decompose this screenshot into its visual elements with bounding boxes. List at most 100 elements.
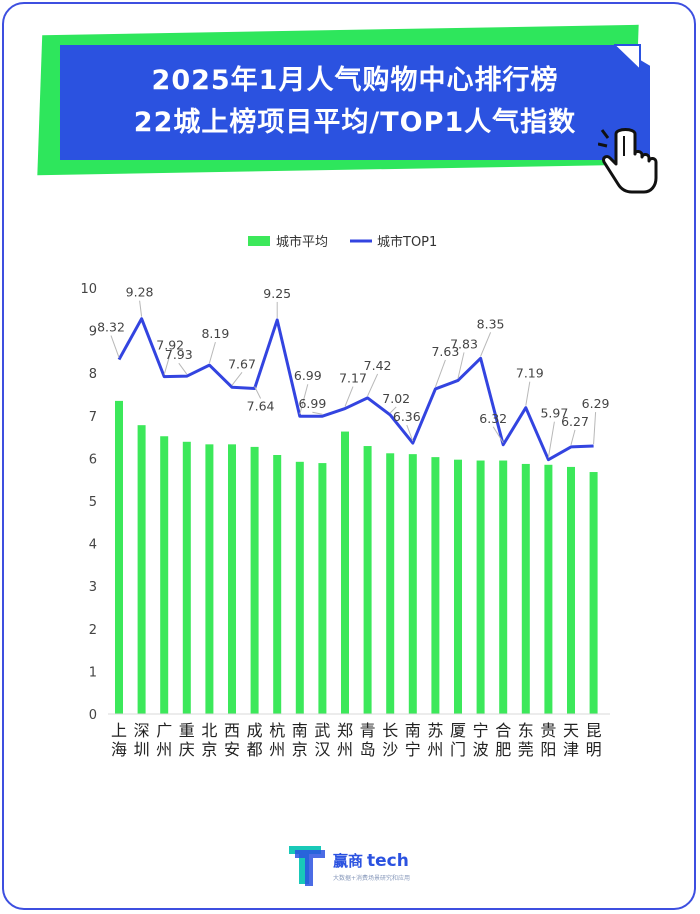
data-label: 7.63 (431, 344, 459, 359)
x-tick-label: 宁 (405, 740, 421, 759)
y-tick-label: 3 (89, 580, 97, 595)
bar (544, 464, 553, 714)
bar (341, 431, 349, 714)
x-tick-label: 贵 (540, 721, 556, 740)
bar (408, 454, 417, 714)
data-label: 6.29 (582, 396, 610, 411)
legend-label-avg: 城市平均 (276, 234, 328, 250)
data-label-leader (525, 381, 531, 406)
data-label-leader (254, 386, 262, 399)
data-label-leader (110, 335, 120, 358)
data-label-leader (457, 352, 465, 379)
data-label-leader (139, 300, 143, 317)
banner-blue-panel (60, 45, 650, 160)
data-label-leader (593, 412, 597, 445)
x-tick-label: 郑 (337, 721, 353, 740)
x-tick-label: 长 (382, 721, 398, 740)
data-label-leader (178, 362, 188, 375)
x-tick-label: 圳 (134, 740, 150, 759)
x-tick-label: 天 (563, 721, 579, 740)
x-tick-label: 杭 (269, 721, 285, 740)
bar (205, 444, 214, 714)
y-tick-label: 10 (80, 282, 97, 297)
hand-pointer-icon (598, 128, 658, 194)
line-series: 8.32 9.28 7.927.93 8.19 7.67 7.64 9.25 6.99 6.99… (97, 285, 610, 462)
legend-label-top1: 城市TOP1 (377, 234, 437, 250)
x-tick-label: 京 (201, 740, 217, 759)
bar (182, 441, 191, 714)
data-label: 8.32 (97, 320, 125, 335)
data-label: 7.92 (156, 338, 184, 353)
data-label: 7.93 (165, 347, 193, 362)
data-label: 7.02 (382, 391, 410, 406)
y-tick-label: 7 (89, 410, 97, 425)
x-tick-label: 京 (292, 740, 308, 759)
bar (250, 446, 259, 714)
x-tick-label: 海 (111, 740, 127, 759)
data-label-leader (547, 421, 555, 458)
x-tick-label: 肥 (495, 740, 511, 759)
data-label: 6.99 (298, 396, 326, 411)
x-tick-label: 汉 (314, 740, 330, 759)
x-tick-label: 昆 (586, 721, 602, 740)
y-tick-label: 4 (89, 538, 97, 553)
legend: 城市平均 城市TOP1 (248, 234, 437, 250)
bar (386, 453, 395, 714)
y-axis: 0 1 2 3 4 5 6 7 8 9 10 (80, 282, 97, 723)
data-label-leader (208, 341, 216, 364)
data-label-leader (434, 359, 446, 388)
chart-title-line1: 2025年1月人气购物中心排行榜 (151, 65, 559, 96)
x-tick-label: 深 (134, 721, 150, 740)
x-tick-label: 阳 (540, 740, 556, 759)
bar (454, 459, 462, 714)
x-tick-label: 厦 (450, 721, 466, 740)
chart-svg: 城市平均 城市TOP1 0 1 2 3 4 5 6 7 8 9 10 8.32 9.28 7.927.9… (80, 234, 610, 759)
data-label-leader (163, 353, 171, 375)
data-label: 6.32 (479, 411, 507, 426)
x-tick-label: 南 (405, 721, 421, 740)
y-tick-label: 8 (89, 367, 97, 382)
bar (295, 461, 304, 714)
x-tick-label: 州 (156, 740, 172, 759)
y-tick-label: 0 (89, 708, 97, 723)
x-axis-labels: 上海深圳广州重庆北京西安成都杭州南京武汉郑州青岛长沙南宁苏州厦门宁波合肥东莞贵阳… (111, 721, 602, 759)
bar (476, 460, 485, 714)
bar (273, 454, 282, 714)
x-tick-label: 州 (427, 740, 443, 759)
bar-series (108, 400, 610, 715)
line-path (117, 317, 594, 462)
x-tick-label: 南 (292, 721, 308, 740)
x-tick-label: 津 (563, 740, 579, 759)
data-label-leader (406, 424, 414, 442)
x-tick-label: 莞 (518, 740, 534, 759)
x-tick-label: 上 (111, 721, 127, 740)
bar (228, 444, 236, 714)
x-tick-label: 庆 (179, 740, 195, 759)
x-tick-label: 州 (337, 740, 353, 759)
page-curl-icon (614, 44, 641, 72)
data-label: 8.35 (477, 316, 505, 331)
x-tick-label: 宁 (473, 721, 489, 740)
y-tick-label: 1 (89, 665, 97, 680)
data-label: 6.99 (294, 368, 322, 383)
bar (363, 446, 372, 714)
x-tick-label: 安 (224, 740, 240, 759)
x-tick-label: 东 (518, 721, 534, 740)
x-tick-label: 青 (360, 721, 376, 740)
data-label: 7.42 (364, 358, 392, 373)
bar (160, 436, 169, 714)
bar (137, 425, 146, 714)
data-label: 7.83 (450, 336, 478, 351)
x-tick-label: 都 (247, 740, 263, 759)
data-label: 6.27 (561, 414, 589, 429)
chart-title-line2: 22城上榜项目平均/TOP1人气指数 (133, 107, 577, 138)
data-label: 7.19 (516, 366, 544, 381)
y-tick-label: 9 (89, 325, 97, 340)
data-label-leader (389, 406, 397, 414)
x-tick-label: 州 (269, 740, 285, 759)
data-label: 7.64 (247, 399, 275, 414)
data-label: 9.25 (263, 286, 291, 301)
y-tick-label: 5 (89, 495, 97, 510)
bar (521, 463, 530, 714)
bar (431, 457, 440, 714)
